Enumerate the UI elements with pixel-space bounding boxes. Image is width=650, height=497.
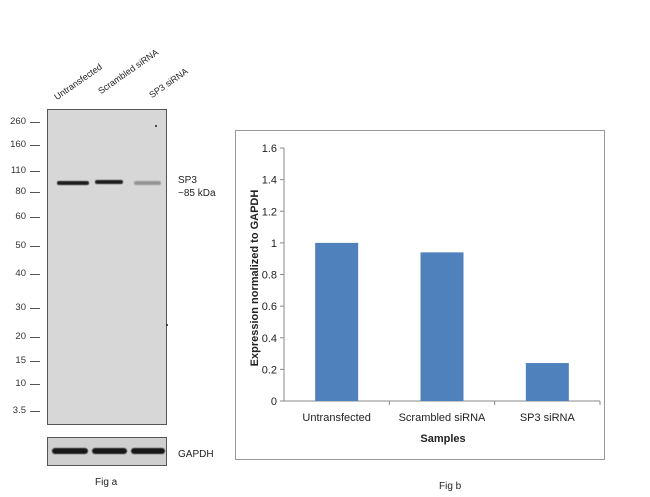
- y-axis-title: Expression normalized to GAPDH: [249, 190, 261, 367]
- x-axis-title: Samples: [420, 433, 465, 445]
- bar-chart: Expression normalized to GAPDH Samples 0…: [0, 0, 650, 497]
- y-tick-label: 0.2: [262, 364, 277, 376]
- y-tick-label: 1.2: [262, 206, 277, 218]
- y-tick-label: 1: [271, 238, 277, 250]
- bar: [421, 252, 464, 401]
- fig-b-caption: Fig b: [439, 481, 461, 492]
- y-tick-label: 1.4: [262, 175, 277, 187]
- y-tick-label: 0.4: [262, 333, 277, 345]
- y-tick-label: 0.8: [262, 270, 277, 282]
- bar: [315, 243, 358, 401]
- x-tick-label: Untransfected: [302, 412, 370, 424]
- x-tick-label: SP3 siRNA: [520, 412, 576, 424]
- y-tick-label: 0: [271, 396, 277, 408]
- y-tick-label: 0.6: [262, 301, 277, 313]
- x-tick-label: Scrambled siRNA: [399, 412, 486, 424]
- y-tick-label: 1.6: [262, 143, 277, 155]
- bar: [526, 363, 569, 401]
